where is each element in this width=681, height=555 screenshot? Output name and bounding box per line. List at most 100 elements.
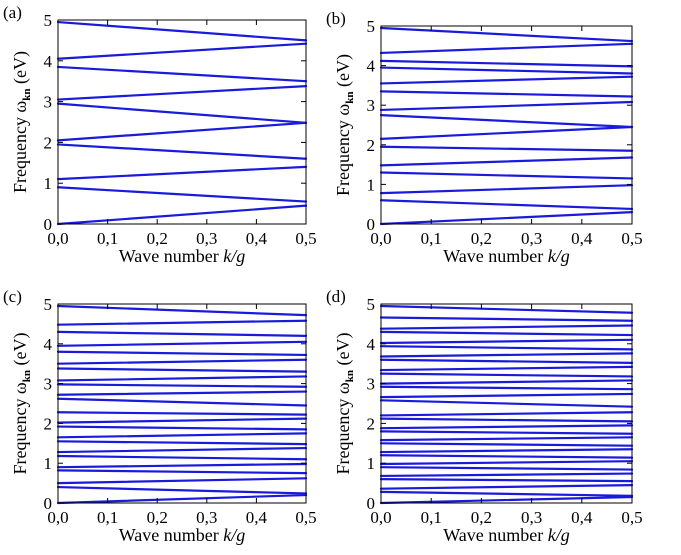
y-tick-label: 0 (367, 215, 376, 234)
y-tick-label: 0 (44, 215, 53, 234)
band-line (56, 446, 308, 454)
x-tick-label: 0,1 (421, 229, 442, 248)
x-tick-label: 0,2 (471, 229, 492, 248)
band-line (56, 330, 308, 337)
band-line (379, 490, 634, 497)
y-tick-label: 4 (367, 335, 376, 354)
band-line (379, 392, 634, 399)
y-tick-label: 5 (367, 17, 376, 36)
panel-d: 0 1 2 3 4 5 0,0 0,1 0,2 0,3 0,4 0,5 Wave number k/g F… (326, 287, 643, 545)
band-line (379, 338, 634, 345)
panel-c: 0 1 2 3 4 5 0,0 0,1 0,2 0,3 0,4 0,5 Wave number k/g F… (3, 287, 317, 545)
band-line (56, 319, 308, 326)
band-line (379, 478, 634, 483)
band-line (379, 42, 634, 55)
x-tick-label: 0,1 (421, 508, 442, 527)
band-line (379, 145, 634, 152)
y-tick-label: 2 (44, 414, 53, 433)
y-tick-label: 4 (367, 57, 376, 76)
band-line (56, 477, 308, 485)
panel-label: (b) (326, 9, 346, 28)
band-line (379, 424, 634, 430)
y-tick-label: 5 (44, 11, 53, 30)
band-line (56, 383, 308, 388)
band-line (56, 411, 308, 416)
band-line (379, 26, 634, 43)
band-line (379, 460, 634, 466)
y-tick-label: 2 (44, 133, 53, 152)
panel-a: 0 1 2 3 4 5 0,0 0,1 0,2 0,3 0,4 0,5 Wave number k/g F… (3, 3, 317, 266)
panel-label: (c) (3, 287, 22, 306)
x-tick-label: 0,3 (196, 229, 217, 248)
band-line (379, 330, 634, 337)
y-tick-label: 5 (44, 295, 53, 314)
band-line (379, 385, 634, 391)
x-tick-label: 0,3 (521, 229, 542, 248)
band-line (379, 316, 634, 322)
band-line (379, 184, 634, 195)
band-line (379, 399, 634, 408)
x-tick-label: 0,0 (370, 508, 391, 527)
y-axis-title: Frequency ωkn (eV) (333, 332, 356, 474)
plot-frame (380, 303, 633, 504)
band-line (379, 113, 634, 129)
band-line (379, 454, 634, 459)
band-line (379, 358, 634, 365)
x-tick-label: 0,2 (147, 229, 168, 248)
band-line (56, 469, 308, 475)
band-line (379, 345, 634, 351)
band-line (56, 102, 308, 124)
band-line (379, 199, 634, 211)
x-axis-title: Wave number k/g (443, 525, 570, 545)
band-line (56, 84, 308, 101)
plot-frame (57, 303, 307, 504)
band-line (379, 411, 634, 417)
x-tick-label: 0,5 (295, 229, 316, 248)
x-axis-title: Wave number k/g (119, 525, 246, 545)
x-tick-label: 0,4 (246, 229, 268, 248)
y-tick-label: 3 (367, 96, 376, 115)
panel-label: (a) (3, 3, 22, 22)
band-line (379, 442, 634, 447)
band-line (56, 350, 308, 357)
band-line (56, 204, 308, 226)
y-tick-label: 3 (367, 375, 376, 394)
x-tick-label: 0,4 (571, 229, 593, 248)
y-axis-title: Frequency ωkn (eV) (10, 51, 33, 193)
y-tick-label: 0 (367, 494, 376, 513)
band-line (379, 125, 634, 140)
band-line (56, 367, 308, 373)
band-line (56, 432, 308, 439)
band-line (56, 186, 308, 203)
x-tick-label: 0,2 (471, 508, 492, 527)
band-line (56, 340, 308, 347)
y-tick-label: 1 (44, 174, 53, 193)
x-tick-label: 0,5 (621, 229, 642, 248)
x-tick-label: 0,3 (196, 508, 217, 527)
band-line (56, 417, 308, 424)
band-line (379, 66, 634, 75)
band-line (379, 90, 634, 98)
band-line (56, 65, 308, 83)
panel-b: 0 1 2 3 4 5 0,0 0,1 0,2 0,3 0,4 0,5 Wave number k/g F… (326, 9, 643, 266)
band-line (379, 304, 634, 314)
x-tick-label: 0,5 (295, 508, 316, 527)
band-line (56, 462, 308, 469)
band-line (379, 324, 634, 330)
band-line (56, 485, 308, 495)
y-tick-label: 2 (367, 414, 376, 433)
band-line (379, 365, 634, 372)
y-axis-title: Frequency ωkn (eV) (10, 332, 33, 474)
band-line (379, 352, 634, 358)
y-tick-label: 0 (44, 494, 53, 513)
band-line (379, 75, 634, 85)
y-tick-label: 4 (44, 335, 53, 354)
x-tick-label: 0,1 (97, 229, 118, 248)
x-tick-label: 0,5 (621, 508, 642, 527)
x-tick-label: 0,4 (571, 508, 593, 527)
band-line (56, 375, 308, 382)
plot-frame (380, 25, 633, 225)
band-line (379, 472, 634, 478)
band-line (56, 20, 308, 42)
band-line (379, 495, 634, 505)
